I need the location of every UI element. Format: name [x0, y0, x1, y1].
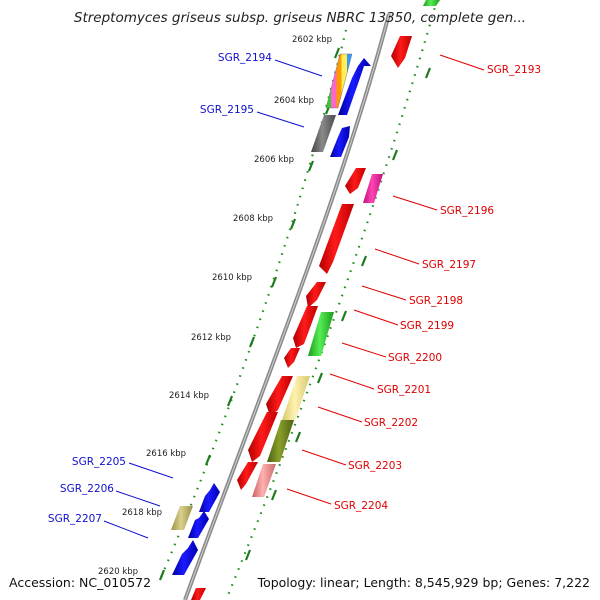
- leader-SGR_2199: [353, 309, 399, 326]
- kbp-label: 2608 kbp: [233, 214, 273, 224]
- tick-mark: [289, 218, 297, 230]
- kbp-label: 2612 kbp: [191, 333, 231, 343]
- reverse-genes: [191, 0, 440, 600]
- gene-SGR_2207[interactable]: [172, 540, 198, 575]
- map-title: Streptomyces griseus subsp. griseus NBRC…: [73, 10, 527, 26]
- leader-SGR_2206: [115, 490, 161, 507]
- inner-track-right: [224, 0, 439, 600]
- gene-label-SGR_2197[interactable]: SGR_2197: [422, 259, 476, 271]
- gene-label-SGR_2204[interactable]: SGR_2204: [334, 500, 388, 512]
- gene-SGR_2195-gray[interactable]: [311, 115, 336, 152]
- tick-mark: [294, 431, 302, 443]
- tick-mark: [340, 310, 348, 322]
- leader-SGR_2194: [274, 59, 323, 77]
- gene-SGR_2204[interactable]: [252, 464, 276, 497]
- genome-summary-text: Topology: linear; Length: 8,545,929 bp; …: [257, 575, 590, 590]
- gene-SGR_2200-red[interactable]: [284, 348, 300, 368]
- tick-mark: [316, 372, 324, 384]
- genome-backbone-highlight: [184, 13, 390, 600]
- position-labels: 2602 kbp 2604 kbp 2606 kbp 2608 kbp 2610…: [98, 35, 332, 577]
- gene-SGR_2203-red[interactable]: [237, 462, 258, 490]
- gene-SGR_2201[interactable]: [266, 376, 293, 416]
- tick-mark: [360, 255, 368, 267]
- gene-SGR_2194-arrow[interactable]: [338, 58, 371, 115]
- gene-labels: SGR_2193 SGR_2194 SGR_2195 SGR_2196 SGR_…: [48, 52, 541, 525]
- kbp-label: 2604 kbp: [274, 96, 314, 106]
- tick-mark: [248, 336, 256, 348]
- gene-SGR_2193[interactable]: [391, 36, 412, 68]
- kbp-label: 2616 kbp: [146, 449, 186, 459]
- gene-label-SGR_2205[interactable]: SGR_2205: [72, 456, 126, 468]
- leader-SGR_2198: [361, 285, 407, 301]
- leader-SGR_2195: [256, 111, 305, 128]
- leader-SGR_2200: [341, 342, 387, 358]
- gene-SGR_2206-arrow[interactable]: [188, 511, 209, 538]
- gene-SGR_2196-red[interactable]: [345, 168, 366, 194]
- tick-mark: [270, 489, 278, 501]
- gene-label-SGR_2196[interactable]: SGR_2196: [440, 205, 494, 217]
- gene-label-SGR_2195[interactable]: SGR_2195: [200, 104, 254, 116]
- gene-label-SGR_2194[interactable]: SGR_2194: [218, 52, 272, 64]
- leader-SGR_2207: [103, 520, 149, 539]
- label-leaders: [103, 54, 485, 539]
- gene-SGR_2197[interactable]: [319, 204, 354, 274]
- gene-bottom-red[interactable]: [191, 588, 206, 600]
- gene-SGR_2195-arrow[interactable]: [330, 126, 350, 157]
- gene-label-SGR_2206[interactable]: SGR_2206: [60, 483, 114, 495]
- kbp-label: 2614 kbp: [169, 391, 209, 401]
- leader-SGR_2196: [392, 195, 438, 211]
- kbp-label: 2610 kbp: [212, 273, 252, 283]
- gene-label-SGR_2202[interactable]: SGR_2202: [364, 417, 418, 429]
- gene-SGR_2196-pink[interactable]: [363, 174, 383, 203]
- tick-mark: [204, 454, 212, 466]
- leader-SGR_2202: [317, 406, 363, 423]
- gene-SGR_2202-red[interactable]: [248, 412, 278, 462]
- tick-mark: [158, 569, 166, 581]
- tick-mark: [244, 549, 252, 561]
- gene-SGR_2199[interactable]: [293, 306, 318, 348]
- gene-SGR_2198[interactable]: [306, 282, 326, 308]
- tick-mark: [391, 149, 399, 161]
- gene-label-SGR_2201[interactable]: SGR_2201: [377, 384, 431, 396]
- kbp-label: 2606 kbp: [254, 155, 294, 165]
- gene-label-SGR_2207[interactable]: SGR_2207: [48, 513, 102, 525]
- gene-label-SGR_2198[interactable]: SGR_2198: [409, 295, 463, 307]
- tick-mark: [333, 47, 341, 59]
- leader-SGR_2193: [439, 54, 485, 71]
- leader-SGR_2201: [329, 373, 375, 390]
- leader-SGR_2197: [374, 248, 420, 265]
- kbp-label: 2620 kbp: [98, 567, 138, 577]
- tick-mark: [424, 67, 432, 79]
- gene-label-SGR_2199[interactable]: SGR_2199: [400, 320, 454, 332]
- tick-mark: [226, 395, 234, 407]
- gene-top-green[interactable]: [423, 0, 440, 6]
- accession-text: Accession: NC_010572: [9, 575, 152, 590]
- gene-label-SGR_2193[interactable]: SGR_2193: [487, 64, 541, 76]
- leader-SGR_2203: [301, 449, 347, 466]
- tick-mark: [307, 160, 315, 172]
- gene-SGR_2200-green[interactable]: [308, 312, 334, 356]
- gene-label-SGR_2200[interactable]: SGR_2200: [388, 352, 442, 364]
- kbp-label: 2618 kbp: [122, 508, 162, 518]
- gene-SGR_2203-olive[interactable]: [267, 420, 294, 462]
- gene-SGR_2205[interactable]: [199, 483, 220, 512]
- gene-SGR_2202-yellow[interactable]: [282, 376, 310, 420]
- gene-SGR_2194-stripe[interactable]: [325, 53, 353, 109]
- gene-SGR_2206-khaki[interactable]: [171, 506, 193, 530]
- forward-genes: [171, 53, 371, 575]
- leader-SGR_2205: [128, 462, 174, 479]
- gene-label-SGR_2203[interactable]: SGR_2203: [348, 460, 402, 472]
- kbp-label: 2602 kbp: [292, 35, 332, 45]
- tick-mark: [270, 276, 278, 288]
- right-track-marks: [244, 67, 432, 561]
- leader-SGR_2204: [286, 488, 332, 505]
